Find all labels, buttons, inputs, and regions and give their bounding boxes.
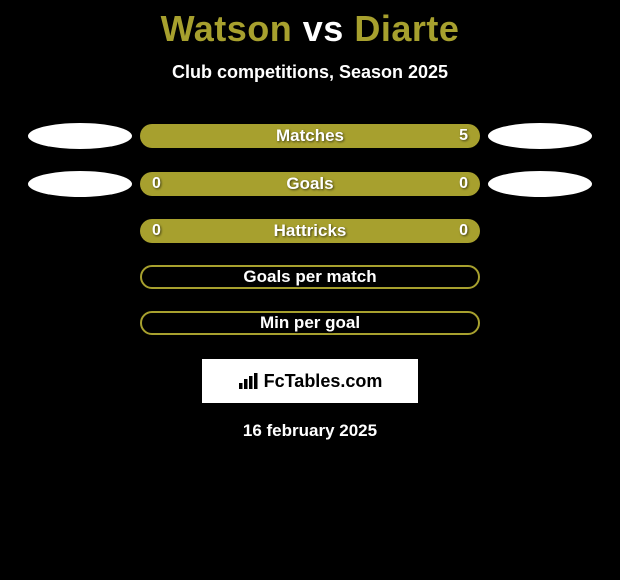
stat-value-left: 0 [152, 175, 161, 193]
stat-label: Goals [286, 174, 333, 194]
stat-value-left: 0 [152, 222, 161, 240]
left-side [20, 171, 140, 197]
stat-label: Hattricks [274, 221, 347, 241]
stat-row: 0 Hattricks 0 [0, 219, 620, 243]
player-oval-left [28, 123, 132, 149]
brand-text: FcTables.com [264, 371, 383, 392]
stat-row: Goals per match [0, 265, 620, 289]
comparison-card: Watson vs Diarte Club competitions, Seas… [0, 0, 620, 441]
date: 16 february 2025 [0, 421, 620, 441]
bar-chart-icon [238, 372, 260, 390]
stat-row: Min per goal [0, 311, 620, 335]
stat-label: Goals per match [243, 267, 376, 287]
brand-box: FcTables.com [202, 359, 418, 403]
title-right: Diarte [354, 8, 459, 49]
stat-value-right: 5 [459, 127, 468, 145]
stat-bar: 0 Goals 0 [140, 172, 480, 196]
player-oval-left [28, 171, 132, 197]
right-side [480, 171, 600, 197]
stat-value-right: 0 [459, 175, 468, 193]
page-title: Watson vs Diarte [0, 8, 620, 50]
subtitle: Club competitions, Season 2025 [0, 62, 620, 83]
stat-bar: Min per goal [140, 311, 480, 335]
stat-row: Matches 5 [0, 123, 620, 149]
stat-value-right: 0 [459, 222, 468, 240]
stat-bar: Goals per match [140, 265, 480, 289]
stat-row: 0 Goals 0 [0, 171, 620, 197]
player-oval-right [488, 171, 592, 197]
stat-label: Matches [276, 126, 344, 146]
left-side [20, 123, 140, 149]
stat-bar: Matches 5 [140, 124, 480, 148]
right-side [480, 123, 600, 149]
title-left: Watson [161, 8, 293, 49]
stat-label: Min per goal [260, 313, 360, 333]
stat-bar: 0 Hattricks 0 [140, 219, 480, 243]
title-mid: vs [292, 8, 354, 49]
stat-rows: Matches 5 0 Goals 0 0 Hattricks 0 Goals per matc… [0, 123, 620, 335]
player-oval-right [488, 123, 592, 149]
